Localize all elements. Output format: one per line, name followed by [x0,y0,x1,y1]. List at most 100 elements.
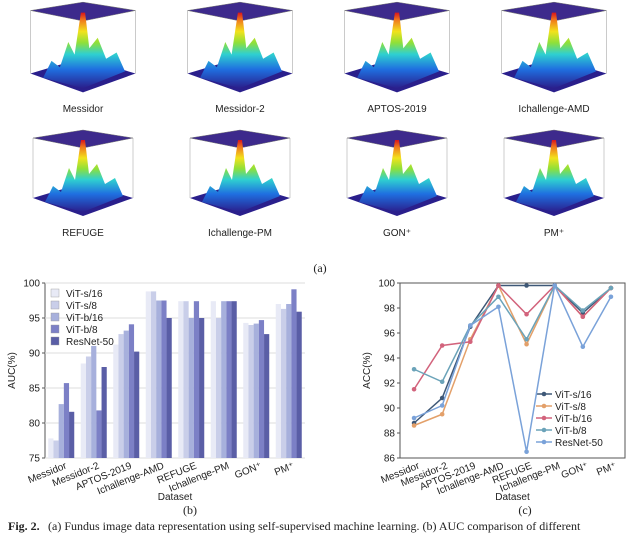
point [439,411,445,417]
bar [280,308,287,458]
caption-label: Fig. 2. [8,519,40,533]
legend-swatch [50,324,60,334]
bar [221,301,227,458]
y-tick-label: 94 [384,354,396,365]
point [468,323,473,328]
bar [118,334,124,458]
panel-tag: (a) [313,261,326,275]
bar [80,363,86,458]
panel-label: APTOS-2019 [367,104,427,115]
point [524,336,529,342]
panel-tag: (c) [518,503,531,517]
bar [210,301,216,458]
y-axis-title: AUC(%) [7,352,18,389]
legend-label: ViT-s/8 [66,301,97,312]
y-tick-label: 95 [29,314,41,325]
panel-label: Messidor-2 [215,104,265,115]
point [580,344,586,350]
bar [291,289,297,458]
bar [183,301,189,458]
point [439,379,445,385]
bar [264,334,270,458]
bar [63,383,70,458]
bar [275,304,281,458]
point [608,294,614,300]
legend-label: ViT-b/8 [555,426,587,437]
y-tick-label: 85 [29,384,41,395]
legend-label: ViT-b/16 [66,313,103,324]
panel-label: GON⁺ [383,228,411,239]
bar [166,318,172,458]
y-axis-title: ACC(%) [362,352,373,389]
point [439,395,445,401]
legend-swatch [50,336,60,346]
legend-label: ViT-s/16 [555,390,592,401]
x-tick-label: PM⁺ [273,461,296,479]
point [496,304,501,310]
y-tick-label: 90 [384,404,396,415]
point [468,339,473,345]
point [608,285,614,291]
bar [113,344,119,458]
point [411,415,417,421]
legend-label: ViT-s/8 [555,402,586,413]
bar [145,291,151,458]
bar [286,304,292,458]
panel-tag: (b) [183,503,197,517]
bar [193,301,200,458]
point [411,386,417,392]
bar [253,323,259,458]
legend-marker [541,391,547,397]
x-tick-label: PM⁺ [595,461,618,479]
bar [243,322,249,458]
legend-label: ViT-b/8 [66,325,98,336]
bar [296,311,302,458]
y-tick-label: 80 [29,419,41,430]
point [496,283,501,288]
legend-marker [541,427,547,433]
legend-label: ViT-b/16 [555,414,592,425]
x-tick-label: GON⁺ [560,461,590,482]
bar [156,300,162,458]
x-axis-title: Dataset [158,492,193,503]
x-tick-label: GON⁺ [233,461,263,482]
point [524,449,529,455]
panel-label: Messidor [63,104,104,115]
bar [53,440,59,458]
y-tick-label: 100 [378,279,395,290]
legend-swatch [50,312,60,322]
legend-swatch [50,300,60,310]
point [524,283,529,288]
legend-marker [541,415,547,421]
bar [199,318,205,458]
line [413,282,612,452]
point [524,341,529,347]
line [413,284,612,390]
legend-label: ResNet-50 [555,438,603,449]
y-tick-label: 96 [384,329,396,340]
bar [150,291,157,458]
bar [248,325,254,458]
point [411,366,417,372]
bar [101,367,107,458]
y-tick-label: 98 [384,304,396,315]
y-tick-label: 88 [384,429,396,440]
y-tick-label: 86 [384,454,396,465]
legend-label: ViT-s/16 [66,289,103,300]
y-tick-label: 75 [29,454,41,465]
point [524,311,529,317]
bar [96,410,102,458]
bar [69,411,75,458]
y-tick-label: 100 [23,279,40,290]
plot-frame [399,282,626,459]
bar [178,301,184,458]
bar [231,301,237,458]
x-axis-title: Dataset [495,492,530,503]
y-tick-label: 92 [384,379,396,390]
bar [48,438,54,458]
point [580,314,586,320]
legend-marker [541,403,547,409]
point [580,308,586,313]
bar [85,356,92,458]
